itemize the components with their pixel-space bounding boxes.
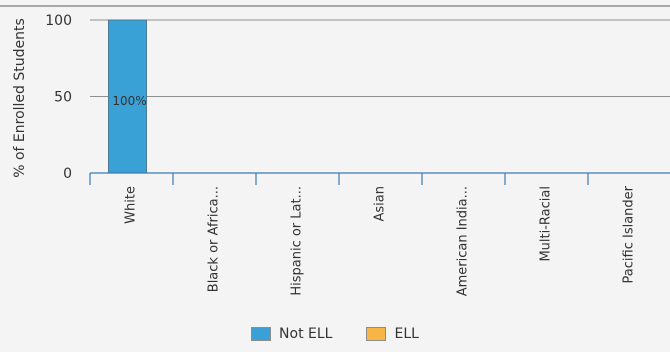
y-tick-label: 50 [54, 90, 72, 106]
legend-swatch-ell [366, 327, 387, 341]
legend-item-ell[interactable]: ELL [366, 326, 419, 342]
bar-layer [108, 19, 147, 174]
x-tick-label: Hispanic or Lat... [290, 186, 305, 296]
label-layer: 100% White Black or Africa... Hispanic or L… [112, 94, 636, 296]
axis-layer: 0 50 100 [45, 13, 670, 185]
bar-not-ell-0 [108, 19, 147, 174]
y-axis-title: % of Enrolled Students [12, 18, 28, 178]
x-tick-label: Black or Africa... [207, 186, 222, 292]
legend-item-not-ell[interactable]: Not ELL [251, 326, 332, 342]
legend-swatch-not-ell [251, 327, 272, 341]
data-label: 100% [112, 94, 146, 108]
x-tick-label: Multi-Racial [539, 186, 554, 262]
y-tick-label: 0 [63, 166, 72, 182]
x-tick-label: American India... [456, 186, 471, 296]
grid-layer [0, 5, 670, 97]
legend-label-ell: ELL [394, 326, 419, 342]
legend-label-not-ell: Not ELL [279, 326, 333, 342]
y-tick-label: 100 [45, 13, 72, 29]
x-tick-label: White [124, 186, 139, 224]
chart-legend: Not ELL ELL [0, 326, 670, 342]
x-tick-label: Pacific Islander [622, 185, 637, 283]
x-tick-label: Asian [373, 186, 388, 221]
